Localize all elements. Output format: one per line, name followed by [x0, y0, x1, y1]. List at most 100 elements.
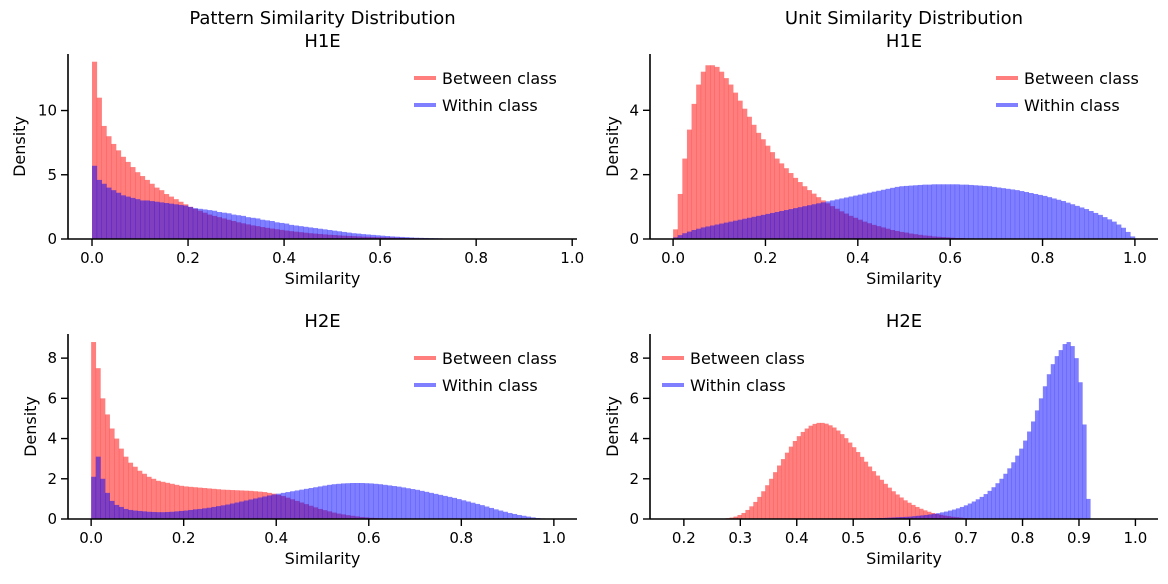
histogram-bar — [1125, 231, 1131, 239]
histogram-bar — [793, 208, 799, 239]
histogram-bar — [899, 497, 904, 519]
histogram-bar — [452, 497, 457, 519]
histogram-bar — [298, 226, 304, 239]
histogram-bar — [719, 223, 725, 239]
histogram-bar — [857, 194, 863, 239]
histogram-bar — [401, 487, 407, 519]
histogram-bar — [885, 188, 891, 239]
x-tick-label: 0.8 — [1031, 249, 1055, 267]
histogram-bar — [336, 483, 342, 519]
histogram-bar — [927, 184, 933, 239]
chart-title: H1E — [304, 31, 340, 52]
histogram-bar — [253, 498, 259, 519]
histogram-bar — [863, 461, 869, 519]
series-between-class — [717, 422, 991, 519]
histogram-bar — [920, 515, 925, 519]
histogram-bar — [415, 489, 420, 519]
histogram-bar — [101, 183, 107, 239]
histogram-bar — [1000, 188, 1006, 239]
histogram-bar — [916, 515, 921, 519]
histogram-bar — [276, 493, 282, 519]
histogram-bar — [137, 510, 143, 519]
chart-title: H2E — [886, 311, 922, 332]
histogram-bar — [271, 494, 277, 519]
legend: Between class Within class — [414, 349, 557, 395]
histogram-bar — [894, 186, 900, 239]
histogram-bar — [526, 516, 532, 519]
histogram-bar — [364, 483, 370, 519]
histogram-bar — [341, 231, 347, 239]
histogram-bar — [404, 237, 410, 239]
histogram-bar — [1033, 193, 1039, 239]
histogram-bar — [279, 222, 285, 239]
histogram-bar — [936, 184, 942, 239]
histogram-bar — [290, 491, 296, 519]
histogram-bar — [1051, 198, 1057, 239]
histogram-bar — [243, 500, 249, 519]
x-tick-label: 0.2 — [176, 249, 200, 267]
histogram-bar — [820, 202, 826, 239]
histogram-bar — [733, 516, 738, 519]
histogram-bar — [954, 184, 960, 239]
histogram-bar — [262, 496, 268, 519]
histogram-bar — [169, 483, 175, 519]
histogram-bar — [774, 211, 780, 239]
histogram-bar — [384, 236, 391, 239]
x-axis-label: Similarity — [285, 269, 361, 288]
histogram-bar — [963, 505, 969, 519]
histogram-bar — [686, 129, 692, 239]
histogram-bar — [96, 97, 102, 240]
histogram-bar — [493, 509, 499, 519]
histogram-bar — [322, 485, 328, 519]
histogram-bar — [714, 66, 720, 240]
histogram-bar — [116, 192, 122, 239]
histogram-bar — [438, 494, 444, 519]
histogram-bar — [875, 475, 881, 519]
histogram-bar — [700, 227, 706, 239]
histogram-bar — [202, 488, 208, 519]
histogram-bar — [1027, 431, 1032, 519]
histogram-bar — [1058, 350, 1063, 519]
histogram-bar — [783, 168, 789, 239]
histogram-bar — [824, 423, 829, 519]
histogram-bar — [118, 448, 124, 519]
histogram-bar — [356, 233, 362, 239]
histogram-bar — [211, 488, 217, 519]
y-axis-label: Density — [603, 396, 622, 457]
histogram-bar — [840, 434, 845, 519]
histogram-bar — [777, 465, 782, 519]
histogram-bar — [164, 203, 170, 239]
histogram-bar — [155, 512, 161, 519]
x-tick-label: 0.2 — [172, 529, 196, 547]
histogram-bar — [461, 500, 467, 519]
histogram-bar — [137, 470, 143, 519]
histogram-bar — [188, 486, 194, 519]
histogram-bar — [751, 216, 757, 239]
histogram-bar — [1007, 468, 1012, 519]
histogram-bar — [109, 500, 115, 519]
histogram-bar — [498, 510, 504, 519]
histogram-bar — [1074, 358, 1079, 519]
histogram-bar — [197, 508, 203, 519]
histogram-bar — [260, 219, 266, 239]
histogram-bar — [211, 506, 217, 519]
histogram-bar — [723, 78, 729, 239]
histogram-bar — [231, 214, 237, 239]
histogram-bar — [900, 516, 905, 519]
histogram-bar — [332, 230, 338, 239]
histogram-bar — [964, 184, 969, 239]
histogram-bar — [760, 139, 766, 239]
histogram-bar — [705, 226, 711, 239]
y-tick-label: 5 — [47, 166, 57, 184]
histogram-bar — [923, 510, 928, 519]
histogram-bar — [1084, 209, 1090, 239]
legend: Between class Within class — [662, 349, 805, 395]
histogram-bar — [216, 489, 221, 519]
histogram-bar — [433, 493, 439, 519]
y-tick-label: 0 — [47, 230, 57, 248]
histogram-bar — [216, 506, 221, 519]
histogram-bar — [183, 205, 189, 239]
histogram-bar — [756, 215, 762, 239]
histogram-bar — [1042, 195, 1048, 239]
histogram-bar — [853, 195, 859, 239]
